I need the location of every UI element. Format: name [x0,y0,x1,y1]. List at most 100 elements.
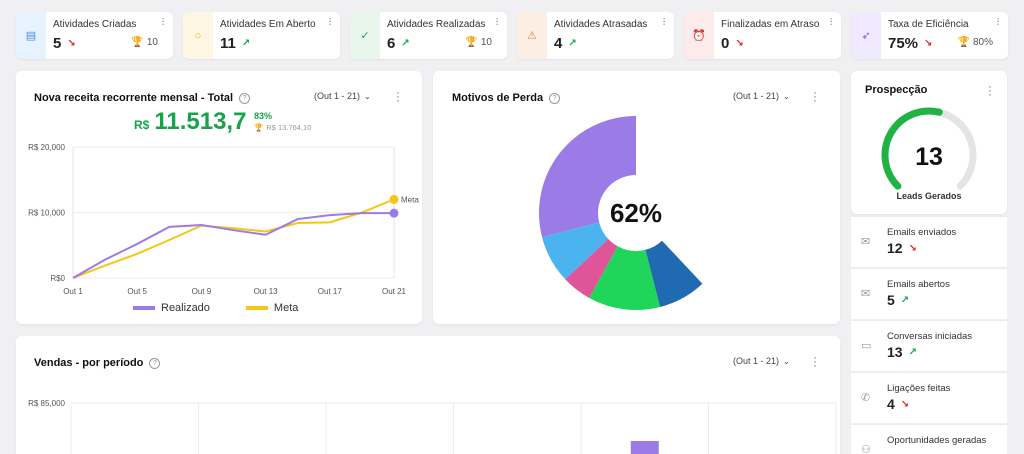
prospect-metric[interactable]: ⚇ Oportunidades geradas [851,424,1007,454]
circle-icon: ○ [194,29,202,42]
document-icon: ▤ [25,30,37,42]
gauge-label: Leads Gerados [896,191,962,201]
series-endpoint-meta [389,194,399,204]
revenue-target: 🏆 R$ 13.764,10 [254,123,311,132]
more-options-icon[interactable]: ··· [491,17,503,25]
period-label: (Out 1 - 21) [733,356,780,366]
kpi-value: 0 [721,35,730,52]
donut-slice [539,116,636,238]
leads-gauge [881,107,977,190]
more-options-icon[interactable]: ··· [825,17,837,25]
chat-icon: ▭ [861,340,872,352]
kpi-value-row: 4 ↗ [554,35,577,52]
warning-icon: ⚠ [527,30,537,42]
kpi-value-row: 5 ↘ [53,35,76,52]
chevron-down-icon: ⌄ [364,91,371,101]
more-options-icon[interactable]: ··· [396,85,400,107]
more-options-icon[interactable]: ··· [988,79,992,101]
y-tick-label: R$0 [50,274,65,283]
metric-value-row: 13 ↗ [887,344,917,360]
trend-down-icon: ↘ [67,38,76,49]
trophy-icon: 🏆 [465,37,478,48]
kpi-body: Atividades Criadas 5 ↘ ··· 🏆 10 [46,12,173,59]
kpi-target-value: 10 [146,37,158,48]
prospect-metric[interactable]: ✉ Emails enviados 12 ↘ [851,216,1007,267]
people-icon: ⚇ [861,444,871,454]
trophy-icon: 🏆 [254,123,264,132]
series-endpoint-realizado [389,208,399,218]
metric-value-row: 5 ↗ [887,292,909,308]
help-icon[interactable]: ? [149,357,161,369]
kpi-title: Atividades Atrasadas [554,19,648,30]
period-selector[interactable]: (Out 1 - 21) ⌄ [733,91,790,101]
legend-swatch-realizado [133,306,155,310]
trend-down-icon: ↘ [924,38,933,49]
more-options-icon[interactable]: ··· [658,17,670,25]
more-options-icon[interactable]: ··· [157,17,169,25]
sales-title-text: Vendas - por período [34,357,144,369]
more-options-icon[interactable]: ··· [324,17,336,25]
x-tick-label: Out 17 [318,287,343,296]
donut-slice [589,246,661,310]
metric-value: 12 [887,240,903,256]
kpi-body: Atividades Realizadas 6 ↗ ··· 🏆 10 [380,12,507,59]
kpi-target: 🏆 10 [131,37,158,48]
metric-title: Ligações feitas [887,383,951,394]
kpi-card[interactable]: ⏰ Finalizadas em Atraso 0 ↘ ··· [684,12,841,59]
period-selector[interactable]: (Out 1 - 21) ⌄ [314,91,371,101]
more-options-icon[interactable]: ··· [813,350,817,372]
kpi-icon-box: ⚠ [517,12,547,59]
kpi-body: Atividades Atrasadas 4 ↗ ··· [547,12,674,59]
y-tick-label: R$ 85,000 [28,399,65,408]
metric-title: Conversas iniciadas [887,331,973,342]
loss-title: Motivos de Perda ? [452,92,561,104]
trend-up-icon: ↗ [568,38,577,49]
trophy-icon: 🏆 [957,37,970,48]
prospect-metric[interactable]: ✆ Ligações feitas 4 ↘ [851,372,1007,423]
more-options-icon[interactable]: ··· [813,85,817,107]
loss-donut-chart: 62% [539,116,703,310]
kpi-card[interactable]: ➶ Taxa de Eficiência 75% ↘ ··· 🏆 80% [851,12,1008,59]
alarm-icon: ⏰ [692,30,706,42]
help-icon[interactable]: ? [239,92,251,104]
prospect-metric[interactable]: ✉ Emails abertos 5 ↗ [851,268,1007,319]
kpi-card[interactable]: ○ Atividades Em Aberto 11 ↗ ··· [183,12,340,59]
help-icon[interactable]: ? [549,92,561,104]
y-tick-label: R$ 20,000 [28,143,65,152]
sales-bar [630,441,659,454]
chart-legend: Realizado Meta [133,302,298,314]
kpi-icon-box: ▤ [16,12,46,59]
period-selector[interactable]: (Out 1 - 21) ⌄ [733,356,790,366]
revenue-card: Nova receita recorrente mensal - Total ?… [16,71,422,324]
metric-title: Oportunidades geradas [887,435,987,446]
kpi-card[interactable]: ⚠ Atividades Atrasadas 4 ↗ ··· [517,12,674,59]
kpi-title: Atividades Realizadas [387,19,486,30]
period-label: (Out 1 - 21) [314,91,361,101]
revenue-value: 11.513,7 [154,108,247,135]
metric-title: Emails enviados [887,227,957,238]
sales-card: Vendas - por período ? (Out 1 - 21) ⌄ · ·… [16,336,840,454]
revenue-line-chart: R$ 20,000 R$ 10,000 R$0 Out 1 Out 5 Out 9 Out … [28,143,419,296]
meta-point-label: Meta [401,195,419,204]
x-tick-label: Out 1 [63,287,83,296]
kpi-body: Taxa de Eficiência 75% ↘ ··· 🏆 80% [881,12,1008,59]
kpi-card[interactable]: ▤ Atividades Criadas 5 ↘ ··· 🏆 10 [16,12,173,59]
prospect-metric[interactable]: ▭ Conversas iniciadas 13 ↗ [851,320,1007,371]
revenue-percent: 83% [254,111,273,121]
chevron-down-icon: ⌄ [783,91,790,101]
kpi-value-row: 0 ↘ [721,35,744,52]
kpi-value-row: 6 ↗ [387,35,410,52]
trend-up-icon: ↗ [241,38,251,49]
kpi-value: 11 [220,35,236,52]
legend-realizado[interactable]: Realizado [133,302,210,314]
kpi-card[interactable]: ✓ Atividades Realizadas 6 ↗ ··· 🏆 10 [350,12,507,59]
x-tick-label: Out 9 [192,287,212,296]
metric-value-row: 12 ↘ [887,240,917,256]
revenue-title-text: Nova receita recorrente mensal - Total [34,92,234,104]
revenue-target-value: R$ 13.764,10 [266,123,312,132]
x-tick-label: Out 5 [127,287,147,296]
kpi-icon-box: ⏰ [684,12,714,59]
gauge-value: 13 [915,143,943,171]
more-options-icon[interactable]: ··· [992,17,1004,25]
legend-meta[interactable]: Meta [245,302,298,314]
